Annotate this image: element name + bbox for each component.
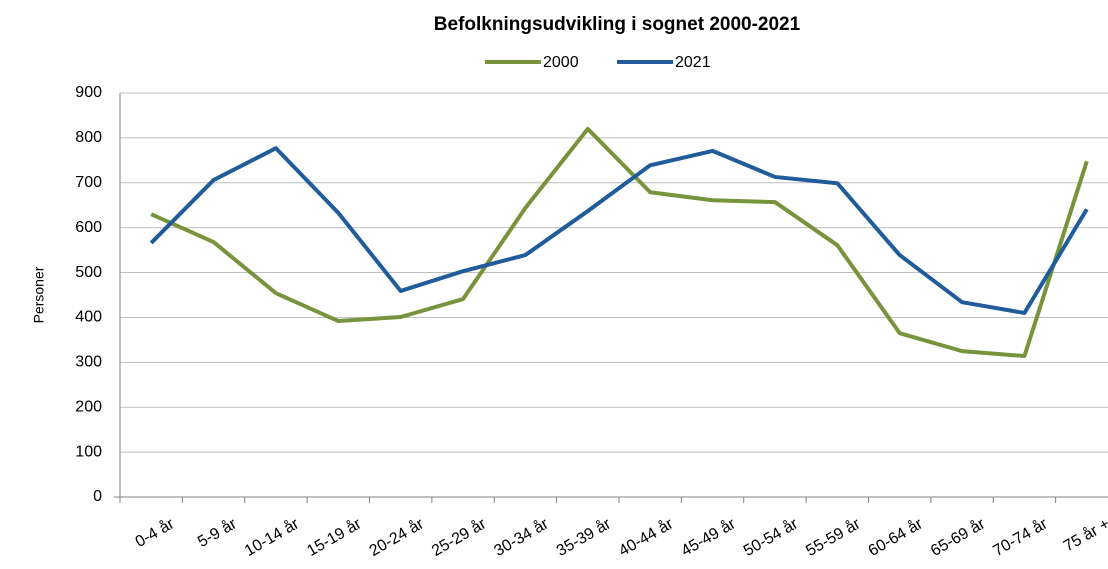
y-tick-label: 200 [75,398,102,415]
x-tick-label: 30-34 år [491,514,552,560]
x-tick-label: 10-14 år [241,514,302,560]
x-tick-label: 5-9 år [194,514,240,551]
legend-label: 2021 [675,54,711,71]
chart-title: Befolkningsudvikling i sognet 2000-2021 [434,14,801,35]
y-tick-label: 500 [75,264,102,281]
y-tick-label: 600 [75,219,102,236]
x-tick-label: 40-44 år [616,514,677,560]
y-tick-label: 300 [75,354,102,371]
y-tick-label: 700 [75,174,102,191]
y-axis-label: Personer [31,266,47,323]
x-tick-label: 0-4 år [132,514,178,551]
x-tick-label: 55-59 år [803,514,864,560]
x-tick-label: 35-39 år [553,514,614,560]
x-tick-label: 45-49 år [678,514,739,560]
legend-label: 2000 [543,54,579,71]
line-series [149,146,1089,315]
line-series [150,126,1089,359]
x-tick-label: 70-74 år [990,514,1051,560]
x-tick-label: 25-29 år [429,514,490,560]
x-tick-label: 65-69 år [928,514,989,560]
y-tick-label: 100 [75,443,102,460]
y-tick-label: 400 [75,309,102,326]
x-tick-label: 20-24 år [366,514,427,560]
x-tick-label: 15-19 år [304,514,365,560]
y-tick-label: 800 [75,129,102,146]
y-tick-label: 0 [93,488,102,505]
y-tick-label: 900 [75,84,102,101]
x-tick-label: 60-64 år [865,514,926,560]
x-tick-label: 75 år + [1060,515,1108,556]
x-tick-label: 50-54 år [740,514,801,560]
